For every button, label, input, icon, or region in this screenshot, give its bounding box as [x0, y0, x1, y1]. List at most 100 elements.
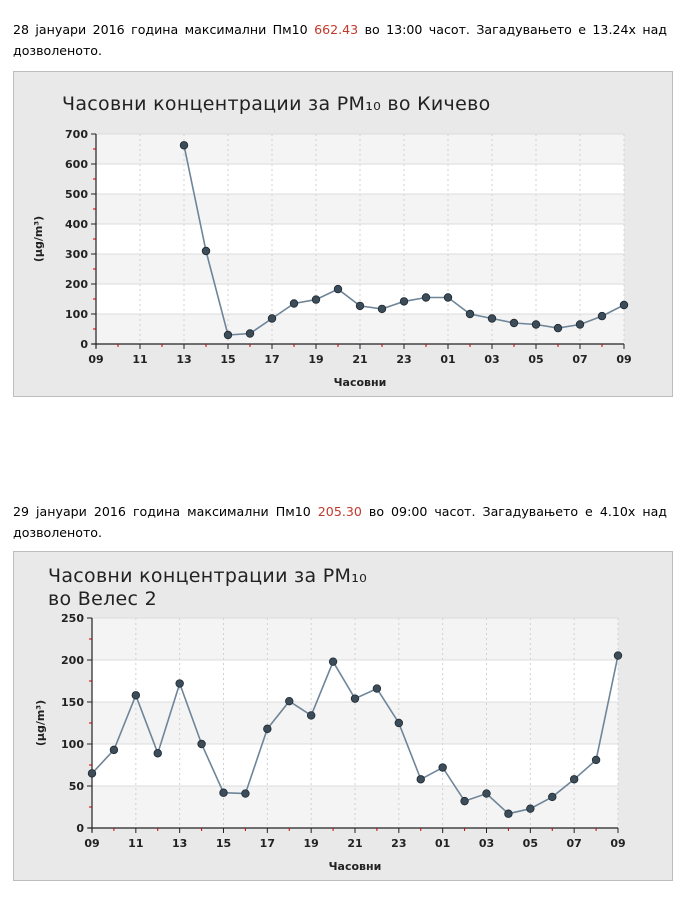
data-point [504, 809, 513, 818]
data-point [553, 323, 563, 333]
data-point [399, 297, 409, 306]
y-tick-label: 100 [61, 738, 84, 751]
data-point [311, 295, 321, 304]
data-point [531, 320, 541, 329]
data-point [377, 304, 387, 314]
y-tick-label: 0 [76, 822, 84, 835]
max-value: 662.43 [314, 22, 359, 37]
x-tick-label: 09 [88, 353, 103, 366]
data-point [109, 745, 119, 755]
x-tick-label: 21 [347, 837, 362, 850]
x-tick-label: 07 [572, 353, 587, 366]
chart-kichevo: 0 100 200 300 400 500 600 700 09 11 13 15 17 19 21 23 01… [13, 71, 673, 397]
x-axis-label: Часовни [329, 860, 382, 873]
x-tick-label: 23 [391, 837, 406, 850]
data-point [613, 651, 623, 660]
x-tick-label: 19 [304, 837, 319, 850]
chart-title: во Велес 2 [48, 588, 157, 610]
x-tick-label: 23 [396, 353, 411, 366]
data-point [421, 293, 431, 302]
y-tick-label: 700 [65, 128, 88, 141]
data-point [548, 792, 557, 802]
chart-title: Часовни концентрации за PM₁₀ [48, 565, 367, 587]
x-tick-label: 09 [616, 353, 631, 366]
paragraph-text-start: 28 јануари 2016 година максимални Пм10 [13, 22, 315, 37]
y-tick-label: 100 [65, 308, 88, 321]
x-tick-label: 07 [567, 837, 582, 850]
x-tick-label: 03 [484, 353, 499, 366]
data-point [219, 788, 228, 797]
y-tick-label: 600 [65, 158, 88, 171]
data-point [179, 141, 189, 150]
chart-title: Часовни концентрации за PM₁₀ во Кичево [62, 93, 491, 115]
data-point [131, 691, 141, 700]
data-point [482, 789, 491, 798]
data-point [333, 284, 343, 294]
data-point [87, 769, 97, 778]
data-point [465, 309, 475, 319]
x-tick-label: 01 [435, 837, 450, 850]
paragraph-text-end: во 09:00 часот. Загадувањето е 4.10x над… [13, 504, 668, 540]
data-point [241, 789, 250, 798]
x-tick-label: 17 [264, 353, 279, 366]
data-point [350, 694, 360, 703]
data-point [526, 804, 535, 813]
x-tick-label: 09 [84, 837, 99, 850]
y-tick-label: 250 [61, 612, 84, 625]
paragraph-text-start: 29 јануари 2016 година максимални Пм10 [13, 504, 318, 519]
data-point [575, 320, 585, 329]
chart-veles: 0 50 100 150 200 250 09 11 13 15 17 19 21 23 01 03 05 07 0… [13, 551, 673, 881]
x-tick-label: 15 [216, 837, 231, 850]
data-point [328, 657, 338, 666]
paragraph-text-end: во 13:00 часот. Загадувањето е 13.24x на… [13, 22, 667, 58]
x-tick-label: 11 [128, 837, 143, 850]
data-point [201, 246, 211, 256]
max-value: 205.30 [317, 504, 362, 519]
data-point [487, 314, 497, 323]
data-point [153, 749, 162, 758]
data-point [355, 301, 365, 311]
data-point [569, 775, 579, 784]
data-point [263, 724, 272, 734]
x-tick-label: 19 [308, 353, 323, 366]
data-point [197, 739, 206, 749]
data-point [416, 775, 425, 784]
y-tick-label: 400 [65, 218, 88, 231]
x-tick-label: 09 [610, 837, 625, 850]
data-point [619, 300, 629, 310]
data-point [443, 293, 453, 302]
y-tick-label: 300 [65, 248, 88, 261]
x-tick-label: 15 [220, 353, 235, 366]
x-tick-label: 05 [523, 837, 538, 850]
data-point [509, 318, 519, 328]
x-tick-label: 13 [172, 837, 187, 850]
data-point [306, 711, 316, 720]
data-point [394, 718, 404, 728]
y-tick-label: 500 [65, 188, 88, 201]
data-point [438, 763, 447, 772]
chart-kichevo-svg: 0 100 200 300 400 500 600 700 09 11 13 15 17 19 21 23 01… [32, 93, 632, 389]
x-tick-label: 03 [479, 837, 494, 850]
y-tick-label: 200 [61, 654, 84, 667]
x-tick-label: 11 [132, 353, 147, 366]
y-axis-label: (µg/m³) [34, 700, 47, 746]
data-point [289, 299, 299, 308]
data-point [597, 311, 607, 321]
x-tick-label: 17 [260, 837, 275, 850]
chart-veles-svg: 0 50 100 150 200 250 09 11 13 15 17 19 21 23 01 03 05 07 0… [34, 565, 626, 873]
paragraph-veles: 29 јануари 2016 година максимални Пм10 2… [13, 501, 667, 543]
x-tick-label: 21 [352, 353, 367, 366]
x-tick-label: 13 [176, 353, 191, 366]
x-axis-label: Часовни [334, 376, 387, 389]
data-point [372, 684, 382, 693]
x-tick-label: 05 [528, 353, 543, 366]
data-point [245, 329, 255, 338]
y-tick-label: 50 [69, 780, 85, 793]
y-axis-label: (µg/m³) [32, 216, 45, 262]
data-point [460, 796, 469, 806]
y-tick-label: 150 [61, 696, 84, 709]
data-point [223, 330, 233, 340]
y-tick-label: 200 [65, 278, 88, 291]
data-point [175, 679, 184, 688]
paragraph-kichevo: 28 јануари 2016 година максимални Пм10 6… [13, 19, 667, 61]
